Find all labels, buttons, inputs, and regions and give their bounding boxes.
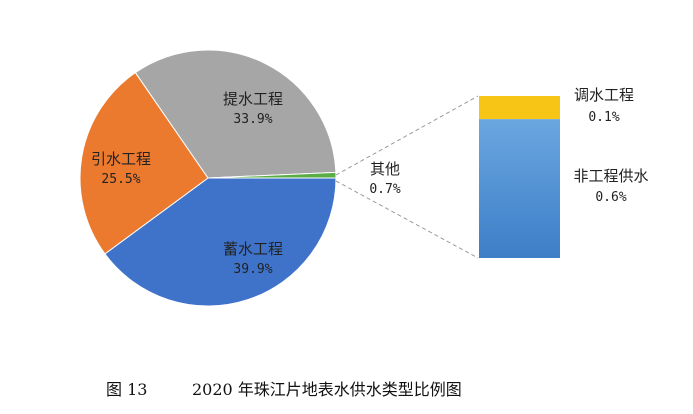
label-segment-non-engineering: 非工程供水 xyxy=(573,167,648,185)
segment-transfer xyxy=(479,96,560,120)
label-slice-storage: 蓄水工程 xyxy=(223,240,283,258)
label-slice-other: 其他 xyxy=(370,160,400,178)
slice-pump xyxy=(134,49,337,179)
connector-line-top xyxy=(335,95,479,176)
segment-non-engineering xyxy=(479,119,560,258)
label-slice-diversion: 引水工程 xyxy=(91,150,151,168)
value-slice-pump: 33.9% xyxy=(233,112,272,127)
label-slice-pump: 提水工程 xyxy=(223,90,283,108)
figure-caption: 2020 年珠江片地表水供水类型比例图 xyxy=(192,380,462,399)
value-segment-transfer: 0.1% xyxy=(588,110,619,125)
value-slice-other: 0.7% xyxy=(369,182,400,197)
value-slice-diversion: 25.5% xyxy=(101,172,140,187)
connector-line-bottom xyxy=(335,180,479,259)
value-slice-storage: 39.9% xyxy=(233,262,272,277)
slice-storage xyxy=(104,177,337,307)
slice-diversion xyxy=(79,71,209,255)
pie xyxy=(79,49,337,307)
figure-number: 图 13 xyxy=(106,380,147,399)
label-segment-transfer: 调水工程 xyxy=(574,86,634,104)
value-segment-non-engineering: 0.6% xyxy=(595,190,626,205)
slice-other xyxy=(207,171,337,179)
breakdown-bar xyxy=(479,96,560,258)
